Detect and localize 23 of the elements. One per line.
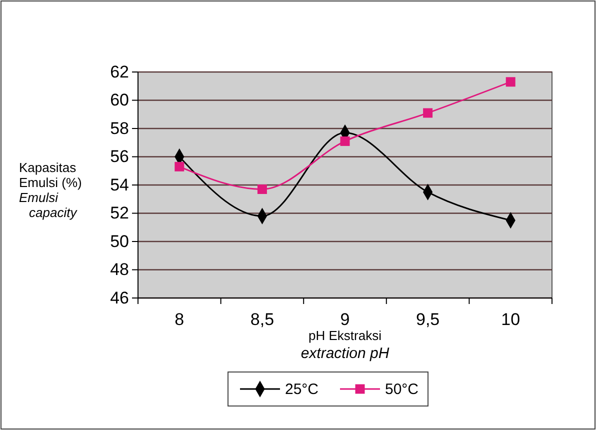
y-tick-label: 46 bbox=[110, 288, 129, 308]
y-tick-label: 50 bbox=[110, 232, 129, 251]
point bbox=[506, 77, 516, 87]
y-tick-label: 54 bbox=[110, 175, 129, 194]
point bbox=[340, 136, 350, 146]
x-tick-label: 10 bbox=[501, 310, 520, 329]
legend-label: 25°C bbox=[285, 381, 319, 398]
point bbox=[423, 108, 433, 118]
y-axis-title: Kapasitas Emulsi (%) Emulsi capacity bbox=[19, 160, 82, 220]
y-tick-label: 62 bbox=[110, 62, 129, 82]
x-tick-label: 8 bbox=[174, 310, 184, 329]
y-tick-label: 56 bbox=[110, 147, 129, 166]
x-axis-title: pH Ekstraksi extraction pH bbox=[300, 328, 390, 362]
y-tick-label: 48 bbox=[110, 260, 129, 280]
x-tick-label: 9 bbox=[340, 310, 350, 329]
y-tick-label: 58 bbox=[110, 118, 129, 138]
x-tick-label: 8,5 bbox=[250, 310, 274, 329]
y-tick-label: 52 bbox=[110, 204, 129, 223]
legend-label: 50°C bbox=[385, 381, 419, 398]
point bbox=[174, 162, 184, 172]
y-tick-label: 60 bbox=[110, 90, 129, 110]
point bbox=[257, 184, 267, 194]
x-tick-label: 9,5 bbox=[416, 310, 440, 329]
